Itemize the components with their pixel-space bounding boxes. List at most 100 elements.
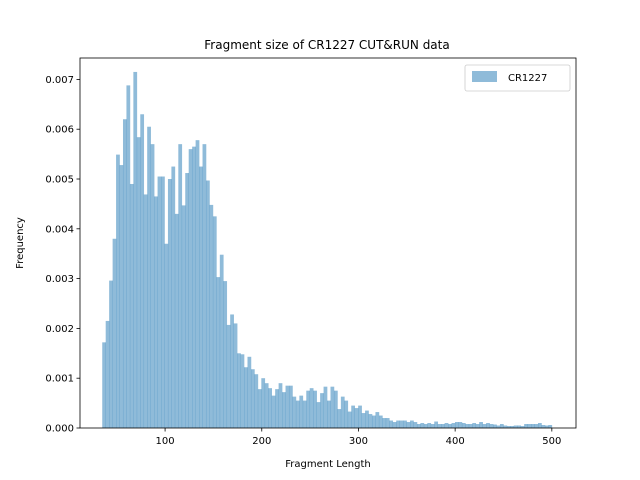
x-tick-label: 200 bbox=[252, 436, 271, 447]
histogram-bar bbox=[541, 425, 546, 428]
histogram-bar bbox=[244, 367, 248, 428]
histogram-bar bbox=[548, 425, 553, 428]
histogram-bar bbox=[147, 126, 151, 428]
histogram-bar bbox=[396, 420, 400, 428]
histogram-bar bbox=[143, 194, 148, 428]
histogram-bar bbox=[268, 388, 272, 428]
histogram-bar bbox=[282, 392, 286, 428]
histogram-bar bbox=[161, 176, 165, 428]
y-tick-label: 0.005 bbox=[45, 175, 74, 186]
x-tick-label: 300 bbox=[349, 436, 368, 447]
histogram-bar bbox=[413, 422, 418, 428]
histogram-bar bbox=[493, 424, 497, 428]
histogram-bars bbox=[102, 71, 553, 429]
y-tick-label: 0.004 bbox=[45, 224, 74, 235]
histogram-bar bbox=[116, 154, 120, 428]
histogram-bar bbox=[154, 196, 158, 428]
histogram-bar bbox=[403, 420, 407, 428]
histogram-bar bbox=[378, 415, 383, 428]
histogram-bar bbox=[365, 410, 369, 428]
histogram-bar bbox=[510, 426, 515, 428]
histogram-bar bbox=[122, 119, 127, 429]
histogram-bar bbox=[344, 400, 349, 428]
histogram-bar bbox=[448, 424, 452, 428]
histogram-bar bbox=[133, 71, 138, 428]
legend: CR1227 bbox=[464, 64, 571, 92]
histogram-bar bbox=[537, 423, 542, 428]
histogram-bar bbox=[354, 408, 359, 428]
histogram-bar bbox=[451, 423, 456, 428]
histogram-bar bbox=[434, 421, 439, 428]
histogram-bar bbox=[482, 424, 487, 428]
histogram-bar bbox=[454, 422, 459, 428]
histogram-bar bbox=[330, 386, 335, 428]
histogram-bar bbox=[181, 205, 186, 428]
y-tick-label: 0.000 bbox=[45, 424, 74, 435]
histogram-bar bbox=[389, 420, 394, 428]
histogram-bar bbox=[195, 140, 200, 429]
histogram-bar bbox=[499, 424, 504, 428]
histogram-bar bbox=[167, 179, 172, 428]
histogram-bar bbox=[430, 424, 435, 428]
histogram-bar bbox=[517, 425, 522, 428]
histogram-bar bbox=[233, 323, 238, 428]
histogram-bar bbox=[544, 425, 549, 428]
histogram-bar bbox=[157, 176, 162, 428]
histogram-bar bbox=[230, 314, 234, 428]
histogram-bar bbox=[441, 424, 445, 428]
histogram-bar bbox=[205, 180, 210, 428]
histogram-bar bbox=[219, 254, 224, 428]
histogram-bar bbox=[520, 426, 525, 428]
y-axis-label: Frequency bbox=[15, 217, 26, 269]
histogram-bar bbox=[285, 385, 290, 428]
histogram-bar bbox=[406, 422, 411, 428]
y-tick-label: 0.002 bbox=[45, 324, 74, 335]
histogram-bar bbox=[410, 420, 414, 428]
x-tick-label: 400 bbox=[446, 436, 465, 447]
histogram-bar bbox=[136, 137, 141, 428]
histogram-bar bbox=[323, 386, 328, 428]
histogram-bar bbox=[479, 422, 483, 428]
histogram-bar bbox=[420, 423, 425, 428]
histogram-bar bbox=[416, 424, 421, 428]
histogram-bar bbox=[171, 166, 176, 429]
histogram-bar bbox=[261, 378, 266, 428]
y-axis-ticks: 0.000 0.001 0.002 0.003 0.004 0.005 0.006 0.007 bbox=[45, 75, 80, 435]
histogram-bar bbox=[164, 243, 169, 428]
x-axis-label: Fragment Length bbox=[285, 459, 370, 470]
histogram-bar bbox=[299, 395, 304, 428]
histogram-bar bbox=[513, 425, 518, 428]
plot-frame bbox=[79, 57, 577, 429]
histogram-bar bbox=[340, 396, 345, 428]
histogram-bar bbox=[385, 418, 390, 428]
histogram-bar bbox=[126, 85, 131, 428]
histogram-bar bbox=[150, 144, 155, 428]
histogram-bar bbox=[382, 418, 387, 428]
histogram-bar bbox=[527, 424, 532, 428]
histogram-bar bbox=[112, 238, 117, 428]
histogram-bar bbox=[320, 393, 324, 428]
histogram-bar bbox=[468, 424, 473, 428]
histogram-bar bbox=[358, 405, 362, 428]
histogram-bar bbox=[399, 420, 404, 428]
histogram-bar bbox=[199, 166, 203, 429]
histogram-bar bbox=[237, 353, 241, 428]
histogram-bar bbox=[461, 423, 466, 428]
histogram-bar bbox=[306, 390, 311, 428]
histogram-bar bbox=[368, 414, 373, 428]
histogram-bar bbox=[250, 369, 255, 428]
x-axis-ticks: 100 200 300 400 500 bbox=[156, 428, 561, 447]
histogram-bar bbox=[288, 385, 293, 428]
histogram-bar bbox=[444, 423, 449, 428]
histogram-bar bbox=[257, 389, 262, 428]
histogram-bar bbox=[275, 389, 279, 428]
histogram-bar bbox=[271, 395, 276, 428]
histogram-bar bbox=[192, 146, 196, 429]
histogram-bar bbox=[392, 422, 397, 428]
histogram-bar bbox=[427, 423, 432, 428]
histogram-bar bbox=[174, 213, 179, 428]
y-tick-label: 0.007 bbox=[45, 75, 74, 86]
histogram-bar bbox=[188, 149, 193, 428]
histogram-bar bbox=[506, 426, 511, 428]
histogram-bar bbox=[475, 424, 480, 428]
